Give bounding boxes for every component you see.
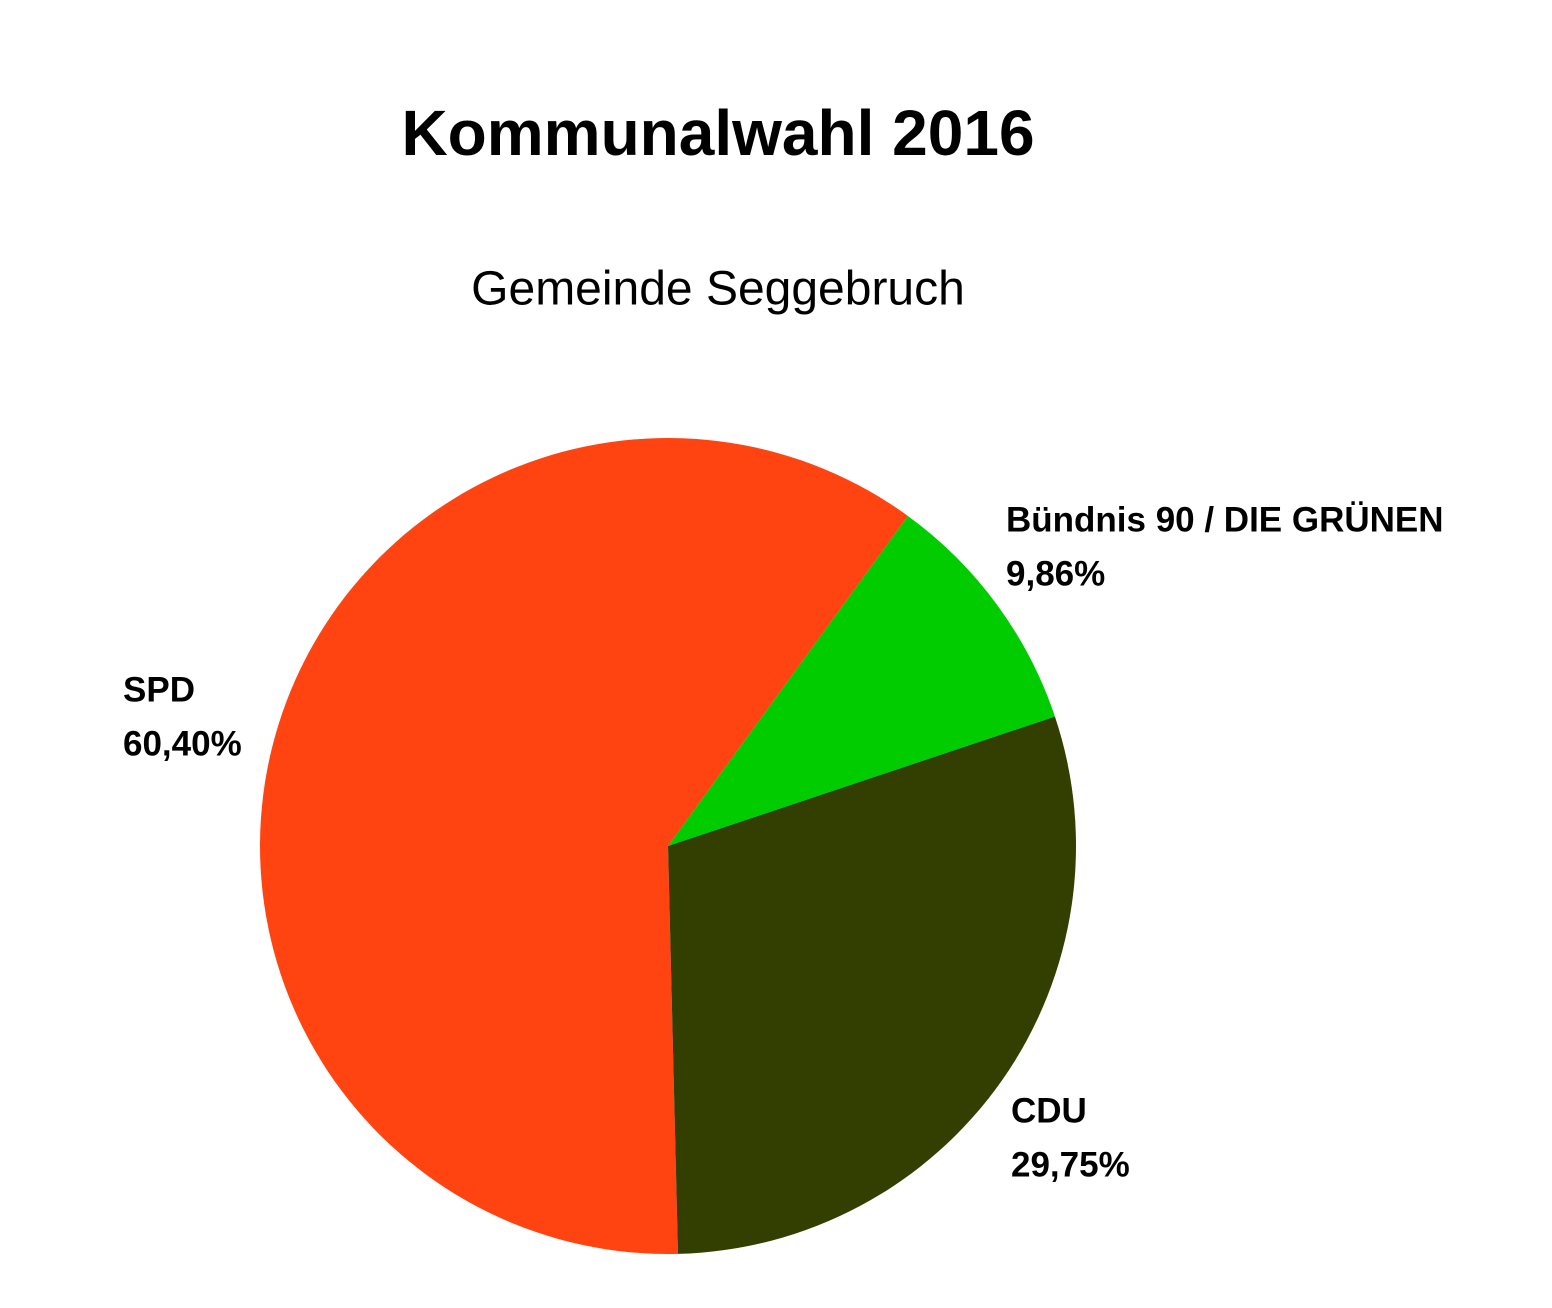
slice-value: 60,40% [123, 724, 242, 763]
slice-label: Bündnis 90 / DIE GRÜNEN [1006, 500, 1444, 539]
slice-label: CDU [1011, 1091, 1087, 1130]
slice-label: SPD [123, 670, 195, 709]
slice-value: 29,75% [1011, 1145, 1130, 1184]
slice-value: 9,86% [1006, 554, 1105, 593]
chart-title: Kommunalwahl 2016 [401, 97, 1034, 169]
pie-slice [668, 716, 1076, 1254]
pie-slice [259, 437, 908, 1254]
pie-slice [668, 515, 1055, 846]
chart-subtitle: Gemeinde Seggebruch [471, 263, 965, 316]
